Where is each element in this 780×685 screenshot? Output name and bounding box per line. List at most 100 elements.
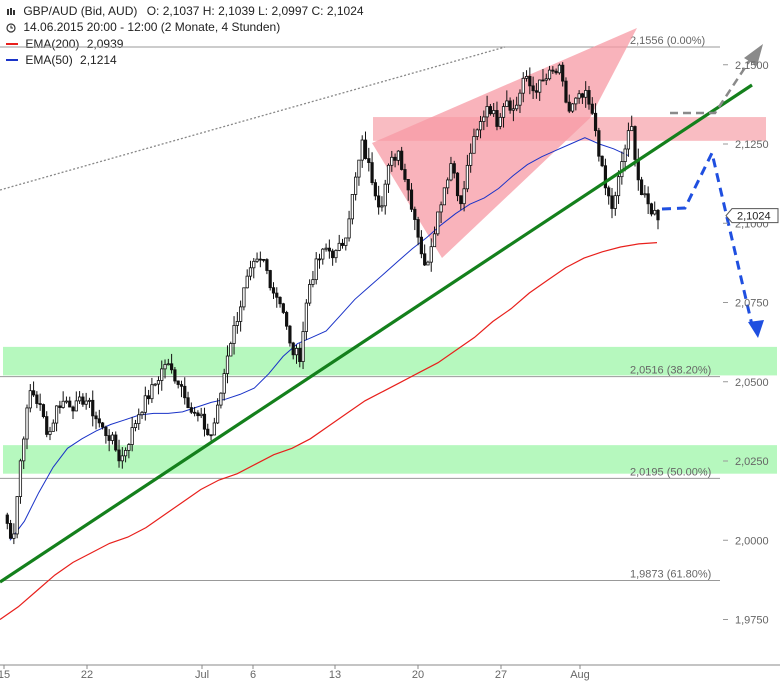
candle-body [176,380,180,385]
candle-body [150,384,154,400]
candle-body [41,404,46,417]
candle-body [278,296,282,305]
candle-body [492,110,496,115]
candle-body [557,64,562,74]
candle-body [225,355,230,374]
candle-body [87,399,92,402]
x-tick-label-2: 22 [81,669,93,681]
candle-body [590,103,594,114]
candle-body [538,79,542,93]
candle-body [649,203,654,215]
candle-body [8,523,13,539]
candle-body [531,85,535,92]
ema50-swatch [6,58,18,61]
candle-body [291,342,295,356]
candle-body [255,258,259,262]
candle-body [153,383,157,386]
candle-body [123,450,128,457]
candle-body [498,116,502,127]
y-tick-label-2: 2,1250 [735,139,769,151]
candle-body [528,76,532,87]
candle-body [350,194,354,220]
ema50-label: EMA(50) [25,52,73,67]
candle-body [64,400,69,403]
candle-body [580,93,585,98]
candle-body [206,428,210,436]
candle-body [58,405,62,408]
candle-body [160,368,164,381]
x-tick-label-8: Aug [570,669,590,681]
candle-body [25,407,29,440]
x-tick-label-6: 20 [412,669,424,681]
bearish-forecast-path [661,148,754,326]
candle-body [77,396,82,402]
ema50-value: 2,1214 [80,52,117,67]
legend-ema50: EMA(50) 2,1214 [6,52,117,67]
candle-body [419,236,423,255]
ema200-line [0,242,658,620]
candle-body [130,427,134,445]
candle-body [518,92,522,106]
candle-body [501,106,506,118]
candle-body [380,205,384,208]
candle-body [268,270,272,289]
candle-body [94,415,98,420]
candle-body [288,325,292,344]
candle-body [156,380,161,385]
candle-body [439,204,443,213]
candle-body [524,76,529,79]
candle-body [354,176,358,195]
candle-body [413,208,417,220]
candle-body [84,400,88,405]
candle-body [107,435,111,441]
candle-body [68,400,72,408]
candle-body [114,434,118,451]
candle-body [485,106,489,118]
candle-body [100,422,105,428]
candle-body [183,385,187,399]
candle-body [5,514,9,524]
candle-body [311,279,315,285]
candle-body [212,422,216,436]
candle-body [133,423,138,428]
candle-body [229,343,233,357]
instrument-title: GBP/AUD (Bid, AUD) [23,3,138,18]
fib-label-3: 2,0195 (50.00%) [630,466,711,478]
candle-body [564,80,568,103]
candle-body [285,312,289,327]
candle-body [373,182,377,197]
current-price-label: 2,1024 [737,211,771,223]
candle-body [104,426,108,437]
support-zone-1 [3,346,777,376]
candle-body [304,302,308,332]
candle-body [561,64,565,82]
candle-body [51,422,55,432]
candle-body [610,195,614,209]
candle-body [48,430,52,435]
candle-body [81,396,85,405]
candle-body [626,130,631,150]
candle-body [541,79,545,82]
candle-body [452,163,456,174]
candle-body [324,247,328,250]
candle-body [265,259,269,271]
candle-body [186,397,190,408]
candle-body [623,148,627,163]
candle-body [281,303,285,313]
candle-body [179,384,184,387]
candle-body [567,101,571,112]
candle-body [347,218,351,239]
candle-body [475,129,479,137]
candle-body [423,253,427,266]
candlestick-icon [6,6,16,16]
candle-body [511,108,515,111]
candle-body [321,248,325,260]
candle-body [22,438,26,462]
candle-body [38,403,42,405]
candle-body [597,130,601,157]
candle-body [570,103,575,112]
x-tick-label-4: 6 [250,669,256,681]
candle-body [577,93,581,99]
candle-body [574,97,578,105]
